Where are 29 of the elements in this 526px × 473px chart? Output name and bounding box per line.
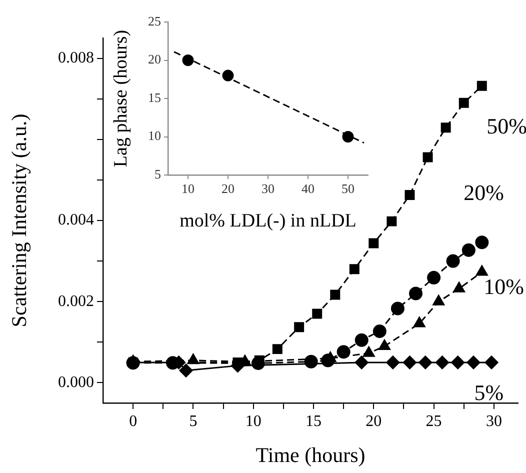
x-tick-label: 20 [366, 412, 382, 430]
y-tick-label: 5 [154, 166, 161, 182]
y-axis-title: Lag phase (hours) [110, 30, 132, 168]
x-axis-title: mol% LDL(-) in nLDL [180, 210, 356, 232]
x-tick-label: 10 [245, 412, 262, 430]
x-tick-label: 50 [342, 181, 354, 196]
y-tick-label: 25 [148, 13, 161, 28]
series-label: 50% [486, 114, 526, 139]
y-tick-label: 20 [148, 52, 161, 67]
x-tick-label: 10 [182, 181, 194, 196]
x-tick-label: 20 [222, 181, 234, 196]
series-label: 5% [474, 380, 504, 406]
y-tick-label: 0.000 [58, 374, 94, 391]
x-tick-label: 30 [262, 181, 274, 196]
series-label: 10% [484, 274, 524, 299]
x-tick-label: 40 [302, 181, 314, 196]
x-tick-label: 30 [486, 412, 502, 430]
x-tick-label: 25 [426, 412, 442, 430]
x-tick-label: 15 [306, 412, 322, 430]
y-tick-label: 15 [148, 90, 161, 105]
y-tick-label: 0.004 [58, 212, 94, 229]
x-tick-label: 0 [129, 412, 138, 430]
y-axis-title: Scattering Intensity (a.u.) [7, 114, 32, 328]
y-tick-label: 0.008 [58, 49, 94, 66]
y-tick-label: 0.002 [58, 292, 94, 310]
y-tick-label: 10 [148, 128, 161, 144]
x-tick-label: 5 [189, 412, 198, 430]
series-label: 20% [464, 180, 504, 206]
x-axis-title: Time (hours) [256, 442, 366, 467]
